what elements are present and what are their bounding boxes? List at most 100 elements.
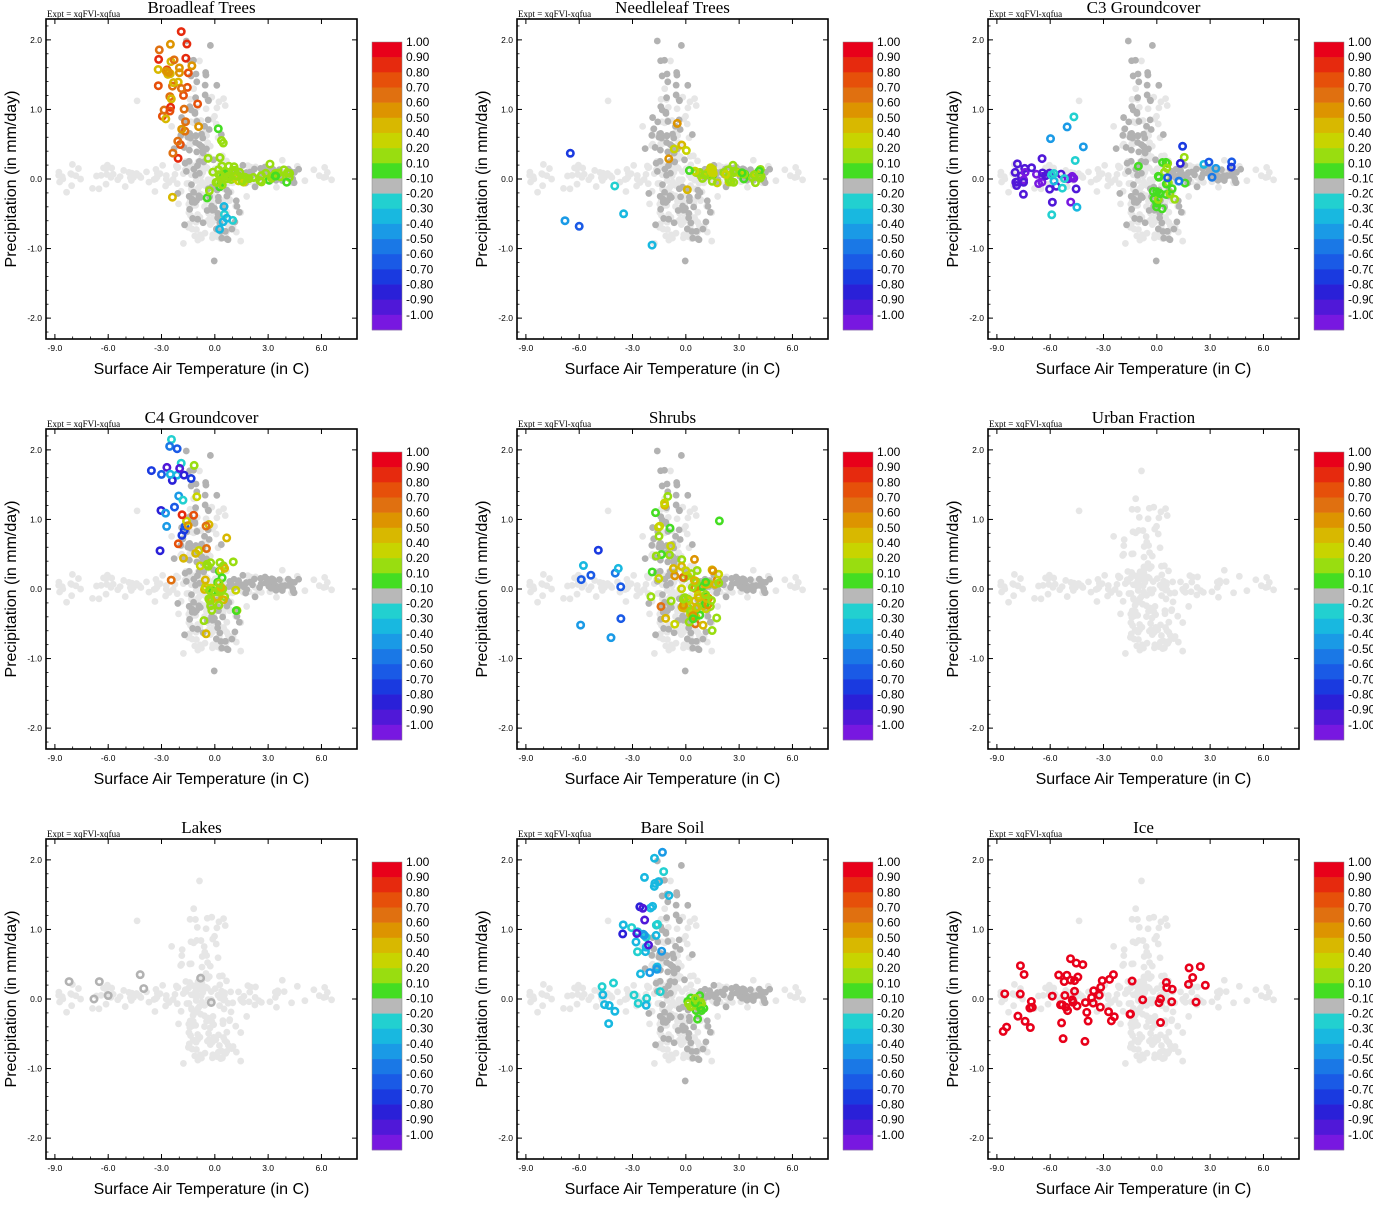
background-point (1144, 573, 1152, 581)
background-point (1220, 156, 1228, 164)
data-point (646, 592, 656, 602)
background-point (1153, 575, 1161, 583)
background-point (237, 1057, 245, 1065)
background-point (663, 997, 671, 1004)
nonsignificant-point (187, 106, 195, 114)
nonsignificant-point (686, 197, 693, 205)
background-point (1270, 176, 1277, 184)
background-point (95, 1005, 103, 1013)
nonsignificant-point (727, 584, 734, 591)
background-point (197, 937, 205, 944)
colorbar-label: 0.50 (1348, 111, 1372, 125)
colorbar-swatch (1314, 527, 1344, 544)
nonsignificant-point (1173, 218, 1181, 226)
background-point (185, 1020, 193, 1028)
data-point (168, 148, 178, 158)
x-tick-label: -3.0 (1096, 753, 1111, 763)
x-tick-label: 6.0 (1258, 343, 1270, 353)
y-axis-label: Precipitation (in mm/day) (3, 501, 20, 678)
colorbar-swatch (1314, 649, 1344, 665)
background-point (187, 960, 195, 968)
background-point (1136, 1056, 1144, 1064)
background-point (1143, 1012, 1150, 1020)
background-point (1150, 1054, 1158, 1062)
background-point (1158, 592, 1165, 600)
x-tick-label: 6.0 (787, 343, 799, 353)
x-tick-label: -3.0 (625, 753, 640, 763)
background-point (587, 993, 595, 1001)
background-point (168, 123, 176, 130)
y-tick-label: -1.0 (498, 1064, 513, 1074)
x-tick-label: 3.0 (262, 343, 274, 353)
nonsignificant-point (740, 576, 748, 583)
background-point (708, 647, 716, 655)
x-axis-label: Surface Air Temperature (in C) (565, 361, 781, 378)
nonsignificant-point (1134, 94, 1141, 102)
data-point (1087, 993, 1097, 1003)
background-point (116, 173, 124, 181)
nonsignificant-point (680, 206, 688, 214)
background-point (683, 120, 691, 128)
nonsignificant-point (194, 215, 202, 223)
background-point (190, 905, 198, 913)
x-tick-label: 0.0 (209, 1163, 221, 1173)
background-point (573, 180, 581, 188)
background-point (560, 594, 567, 602)
data-point (215, 224, 225, 234)
background-point (214, 1048, 222, 1056)
background-point (1136, 646, 1144, 654)
background-point (642, 171, 650, 178)
colorbar-swatch (372, 178, 402, 194)
colorbar-swatch (843, 254, 873, 270)
nonsignificant-point (744, 585, 751, 593)
colorbar-label: -0.50 (406, 232, 434, 246)
nonsignificant-point (670, 134, 678, 142)
background-point (1243, 177, 1251, 185)
background-point (1122, 240, 1129, 247)
data-point (165, 441, 175, 451)
colorbar-swatch (372, 709, 402, 726)
expt-label: Expt = xqFVl-xqfua (518, 419, 591, 429)
colorbar-swatch (1314, 57, 1344, 73)
background-point (1150, 234, 1158, 242)
background-point (221, 102, 229, 109)
background-point (1010, 1002, 1018, 1010)
colorbar-swatch (843, 573, 873, 589)
nonsignificant-point (681, 976, 688, 984)
background-point (1075, 97, 1083, 105)
background-point (1140, 976, 1148, 984)
background-point (183, 1000, 191, 1007)
data-point (169, 55, 179, 65)
background-point (1168, 607, 1175, 615)
data-point (670, 619, 680, 629)
colorbar-label: -0.80 (877, 1098, 905, 1112)
background-point (75, 575, 82, 582)
colorbar-label: 0.60 (877, 506, 901, 520)
x-tick-label: -6.0 (101, 753, 116, 763)
data-point (1027, 163, 1037, 173)
data-point (215, 557, 225, 567)
nonsignificant-point (684, 491, 692, 499)
background-point (744, 593, 751, 601)
colorbar-label: -0.20 (1348, 1007, 1373, 1021)
x-tick-label: 0.0 (680, 753, 692, 763)
nonsignificant-point (256, 584, 263, 591)
background-point (1129, 550, 1137, 558)
expt-label: Expt = xqFVl-xqfua (989, 9, 1062, 19)
y-tick-label: -1.0 (27, 244, 42, 254)
x-tick-label: -3.0 (625, 1163, 640, 1173)
nonsignificant-point (664, 558, 672, 566)
data-point (1013, 1011, 1023, 1021)
background-point (1079, 584, 1087, 591)
background-point (168, 943, 176, 950)
colorbar-swatch (1314, 907, 1344, 923)
colorbar-swatch (1314, 1134, 1344, 1151)
background-point (1165, 618, 1173, 626)
nonsignificant-point (681, 667, 689, 675)
background-point (1150, 644, 1158, 652)
data-point (166, 575, 176, 585)
background-point (194, 1031, 202, 1038)
background-point (708, 237, 716, 245)
colorbar-label: 0.50 (406, 111, 430, 125)
colorbar-label: 0.90 (406, 50, 430, 64)
